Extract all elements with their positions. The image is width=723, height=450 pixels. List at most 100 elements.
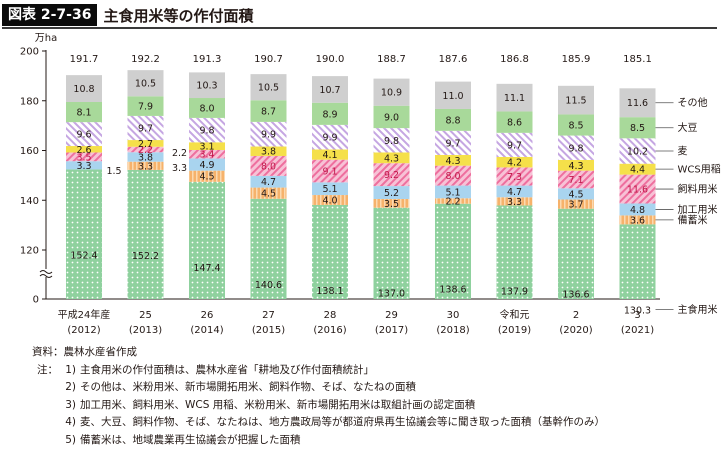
note-2: 2) その他は、米粉用米、新市場開拓用米、飼料作物、そば、なたねの面積 <box>4 379 605 397</box>
x-tick-label: 26 <box>201 310 214 321</box>
note-text: その他は、米粉用米、新市場開拓用米、飼料作物、そば、なたねの面積 <box>80 381 416 394</box>
data-label: 9.9 <box>261 130 276 141</box>
outside-data-label: 1.5 <box>106 166 121 177</box>
x-tick-label: 2 <box>573 310 579 321</box>
data-label: 4.3 <box>568 161 583 172</box>
note-3: 3) 加工用米、飼料用米、WCS 用稲、米粉用米、新市場開拓用米は取組計画の認定… <box>4 397 605 415</box>
y-axis-unit: 万ha <box>35 33 57 44</box>
total-label: 188.7 <box>377 54 406 65</box>
data-label: 10.5 <box>135 79 156 90</box>
x-tick-label: 27 <box>262 310 275 321</box>
x-tick-year: (2020) <box>559 325 592 336</box>
legend-label: 飼料用米 <box>678 183 718 196</box>
data-label: 10.5 <box>258 83 279 94</box>
data-label: 3.3 <box>138 161 153 172</box>
bar-segment <box>312 204 348 299</box>
x-tick-year: (2017) <box>375 325 408 336</box>
data-label: 11.0 <box>442 91 463 102</box>
data-label: 2.7 <box>138 139 153 150</box>
total-label: 187.6 <box>439 54 468 65</box>
bar-segment <box>496 205 533 299</box>
bar-segment <box>619 224 656 299</box>
x-tick-year: (2014) <box>190 325 223 336</box>
bar-segment <box>66 122 102 147</box>
bar-segment <box>435 130 471 155</box>
legend-label: 加工用米 <box>678 203 718 216</box>
bar-segment <box>312 76 348 103</box>
bar-segment <box>127 161 164 170</box>
data-label: 4.0 <box>322 196 337 207</box>
total-label: 191.7 <box>70 54 99 65</box>
data-label: 4.3 <box>445 156 460 167</box>
bar-segment <box>435 203 471 299</box>
x-tick-year: (2015) <box>252 325 285 336</box>
bar-segment <box>558 85 594 115</box>
data-label: 9.1 <box>322 167 337 178</box>
data-label: 140.6 <box>255 280 282 291</box>
bar-segment <box>189 72 225 99</box>
bar-segment <box>373 207 410 299</box>
bar-segment <box>558 135 594 160</box>
bar-segment <box>312 124 348 150</box>
bar-segment <box>373 186 410 200</box>
data-label: 8.8 <box>445 115 460 126</box>
data-label: 7.1 <box>568 175 583 186</box>
data-label: 10.8 <box>73 84 94 95</box>
data-label: 138.6 <box>439 285 466 296</box>
data-label: 3.3 <box>507 197 522 208</box>
bar-segment <box>66 146 102 153</box>
bar-segment <box>189 158 225 171</box>
data-label: 4.7 <box>261 177 276 188</box>
bar-segment <box>189 117 225 143</box>
data-label: 11.5 <box>565 96 586 107</box>
bar-segment <box>619 138 656 164</box>
data-label: 3.4 <box>199 150 214 161</box>
note-text: 麦、大豆、飼料作物、そば、なたねは、地方農政局等が都道府県再生協議会等に聞き取っ… <box>80 416 605 429</box>
bar-segment <box>619 117 656 139</box>
bar-segment <box>127 70 164 97</box>
bar-segment <box>127 146 164 153</box>
data-label: 4.2 <box>507 158 522 169</box>
bar-segment <box>127 140 164 147</box>
y-tick-label: 120 <box>20 246 39 257</box>
bar-segment <box>373 78 410 106</box>
bar-segment <box>558 159 594 171</box>
y-tick-label: 180 <box>20 96 39 107</box>
axis-break-gap <box>40 269 52 277</box>
title-divider <box>2 27 717 29</box>
data-label: 4.1 <box>322 150 337 161</box>
data-label: 4.5 <box>261 189 276 200</box>
data-label: 152.2 <box>132 251 159 262</box>
legend-label: 大豆 <box>678 121 698 134</box>
bar-segment <box>496 83 533 112</box>
note-number: 5) <box>65 433 76 446</box>
figure-label: 図表 2-7-36 <box>2 4 98 26</box>
legend-label: 麦 <box>678 145 688 157</box>
bar-segment <box>250 146 287 156</box>
data-label: 4.9 <box>199 160 214 171</box>
data-label: 3.3 <box>76 161 91 172</box>
bar-segment <box>250 187 287 199</box>
outside-data-label: 2.2 <box>172 148 187 159</box>
bar-segment <box>435 185 471 199</box>
bar-segment <box>558 208 594 299</box>
note-5: 5) 備蓄米は、地域農業再生協議会が把握した面積 <box>4 432 605 450</box>
bar-segment <box>496 197 533 206</box>
bar-segment <box>496 167 533 186</box>
bar-segment <box>619 174 656 204</box>
bar-segment <box>250 100 287 122</box>
bar-segment <box>312 195 348 205</box>
bar-segment <box>619 88 656 118</box>
bar-segment <box>66 152 102 162</box>
data-label: 138.1 <box>316 286 343 297</box>
total-label: 185.9 <box>562 54 591 65</box>
data-label: 7.3 <box>507 172 522 183</box>
data-label: 147.4 <box>193 263 220 274</box>
total-label: 190.0 <box>316 54 345 65</box>
bar-segment <box>619 203 656 216</box>
legend-label: 備蓄米 <box>678 213 708 226</box>
bar-segment <box>66 161 102 170</box>
note-number: 1) <box>65 363 76 376</box>
data-label: 8.5 <box>630 123 645 134</box>
